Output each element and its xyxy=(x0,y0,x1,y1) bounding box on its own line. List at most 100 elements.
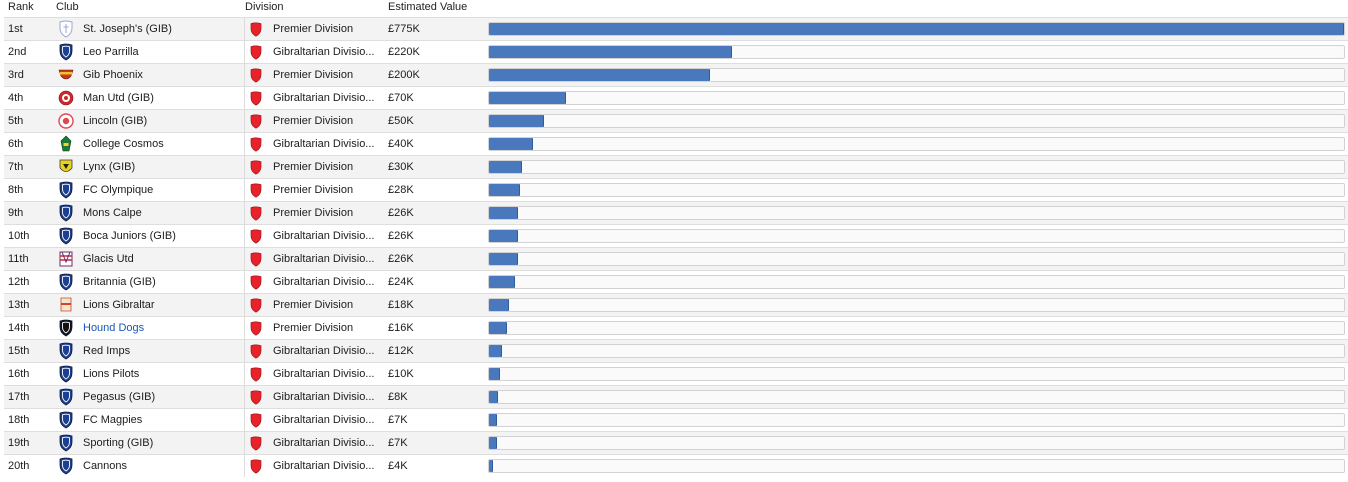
division-name-link[interactable]: Premier Division xyxy=(273,161,354,173)
club-name-link[interactable]: Glacis Utd xyxy=(83,253,134,265)
table-row[interactable]: 17th Pegasus (GIB) Gibraltarian Divisio...… xyxy=(4,385,1348,408)
club-name-link[interactable]: Gib Phoenix xyxy=(83,69,143,81)
table-row[interactable]: 16th Lions Pilots Gibraltarian Divisio... £… xyxy=(4,362,1348,385)
division-name-link[interactable]: Premier Division xyxy=(273,184,354,196)
table-row[interactable]: 4th Man Utd (GIB) Gibraltarian Divisio... £… xyxy=(4,86,1348,109)
club-name-link[interactable]: Lions Pilots xyxy=(83,368,140,380)
value-bar-fill xyxy=(489,414,497,426)
blue-shield-icon xyxy=(56,411,78,429)
red-shield-icon xyxy=(249,45,267,60)
value-bar-fill xyxy=(489,322,507,334)
division-name-link[interactable]: Gibraltarian Divisio... xyxy=(273,345,375,357)
red-shield-icon xyxy=(249,91,267,106)
club-name-link[interactable]: Cannons xyxy=(83,460,128,472)
division-name-link[interactable]: Gibraltarian Divisio... xyxy=(273,437,375,449)
glacis-crest-icon xyxy=(56,250,78,268)
red-shield-icon xyxy=(249,344,267,359)
value-bar-track xyxy=(488,206,1345,220)
value-bar-track xyxy=(488,367,1345,381)
column-divider xyxy=(244,294,245,316)
value-bar-track xyxy=(488,114,1345,128)
table-row[interactable]: 11th Glacis Utd Gibraltarian Divisio... £26… xyxy=(4,247,1348,270)
division-name-link[interactable]: Premier Division xyxy=(273,322,354,334)
table-row[interactable]: 18th FC Magpies Gibraltarian Divisio... £7K xyxy=(4,408,1348,431)
table-row[interactable]: 20th Cannons Gibraltarian Divisio... £4K xyxy=(4,454,1348,477)
rank-cell: 12th xyxy=(8,276,30,288)
table-row[interactable]: 15th Red Imps Gibraltarian Divisio... £12K xyxy=(4,339,1348,362)
table-row[interactable]: 19th Sporting (GIB) Gibraltarian Divisio..… xyxy=(4,431,1348,454)
column-divider xyxy=(244,386,245,408)
header-club[interactable]: Club xyxy=(56,1,79,13)
division-name-link[interactable]: Gibraltarian Divisio... xyxy=(273,391,375,403)
table-row[interactable]: 14th Hound Dogs Premier Division £16K xyxy=(4,316,1348,339)
club-name-link[interactable]: Red Imps xyxy=(83,345,131,357)
division-name-link[interactable]: Gibraltarian Divisio... xyxy=(273,138,375,150)
club-name-link[interactable]: Man Utd (GIB) xyxy=(83,92,154,104)
division-name-link[interactable]: Premier Division xyxy=(273,69,354,81)
black-shield-icon xyxy=(56,319,78,337)
blue-shield-icon xyxy=(56,434,78,452)
red-shield-icon xyxy=(249,298,267,313)
club-name-link[interactable]: Mons Calpe xyxy=(83,207,142,219)
red-shield-icon xyxy=(249,22,267,37)
division-name-link[interactable]: Gibraltarian Divisio... xyxy=(273,460,375,472)
value-bar-track xyxy=(488,413,1345,427)
header-rank[interactable]: Rank xyxy=(8,1,34,13)
division-name-link[interactable]: Premier Division xyxy=(273,115,354,127)
division-name-link[interactable]: Gibraltarian Divisio... xyxy=(273,253,375,265)
club-name-link[interactable]: Sporting (GIB) xyxy=(83,437,154,449)
value-bar-fill xyxy=(489,368,500,380)
club-name-link[interactable]: Hound Dogs xyxy=(83,322,145,334)
club-name-link[interactable]: Pegasus (GIB) xyxy=(83,391,156,403)
table-row[interactable]: 13th Lions Gibraltar Premier Division £18K xyxy=(4,293,1348,316)
column-divider xyxy=(244,271,245,293)
club-name-link[interactable]: Lincoln (GIB) xyxy=(83,115,148,127)
division-name-link[interactable]: Gibraltarian Divisio... xyxy=(273,46,375,58)
table-row[interactable]: 1st St. Joseph's (GIB) Premier Division £77… xyxy=(4,17,1348,40)
header-division[interactable]: Division xyxy=(245,1,284,13)
club-name-link[interactable]: FC Magpies xyxy=(83,414,143,426)
table-row[interactable]: 7th Lynx (GIB) Premier Division £30K xyxy=(4,155,1348,178)
division-name-link[interactable]: Premier Division xyxy=(273,299,354,311)
club-name-link[interactable]: College Cosmos xyxy=(83,138,164,150)
red-shield-icon xyxy=(249,367,267,382)
estimated-value: £7K xyxy=(388,414,408,426)
club-name-link[interactable]: Boca Juniors (GIB) xyxy=(83,230,176,242)
division-name-link[interactable]: Premier Division xyxy=(273,207,354,219)
estimated-value: £50K xyxy=(388,115,414,127)
table-row[interactable]: 2nd Leo Parrilla Gibraltarian Divisio... £2… xyxy=(4,40,1348,63)
division-name-link[interactable]: Premier Division xyxy=(273,23,354,35)
table-row[interactable]: 5th Lincoln (GIB) Premier Division £50K xyxy=(4,109,1348,132)
club-name-link[interactable]: Britannia (GIB) xyxy=(83,276,156,288)
header-estimated-value[interactable]: Estimated Value xyxy=(388,1,468,13)
value-bar-track xyxy=(488,45,1345,59)
estimated-value: £4K xyxy=(388,460,408,472)
value-bar-fill xyxy=(489,115,544,127)
value-bar-fill xyxy=(489,69,710,81)
club-name-link[interactable]: FC Olympique xyxy=(83,184,154,196)
red-shield-icon xyxy=(249,183,267,198)
division-name-link[interactable]: Gibraltarian Divisio... xyxy=(273,368,375,380)
division-name-link[interactable]: Gibraltarian Divisio... xyxy=(273,92,375,104)
column-divider xyxy=(244,317,245,339)
rank-cell: 11th xyxy=(8,253,29,265)
club-name-link[interactable]: Leo Parrilla xyxy=(83,46,139,58)
estimated-value: £26K xyxy=(388,253,414,265)
table-row[interactable]: 10th Boca Juniors (GIB) Gibraltarian Divis… xyxy=(4,224,1348,247)
club-name-link[interactable]: St. Joseph's (GIB) xyxy=(83,23,172,35)
red-shield-icon xyxy=(249,252,267,267)
division-name-link[interactable]: Gibraltarian Divisio... xyxy=(273,230,375,242)
club-name-link[interactable]: Lions Gibraltar xyxy=(83,299,155,311)
table-row[interactable]: 6th College Cosmos Gibraltarian Divisio...… xyxy=(4,132,1348,155)
rank-cell: 13th xyxy=(8,299,30,311)
table-row[interactable]: 12th Britannia (GIB) Gibraltarian Divisio.… xyxy=(4,270,1348,293)
division-name-link[interactable]: Gibraltarian Divisio... xyxy=(273,414,375,426)
value-bar-fill xyxy=(489,460,493,472)
rank-cell: 20th xyxy=(8,460,30,472)
club-name-link[interactable]: Lynx (GIB) xyxy=(83,161,136,173)
rank-cell: 15th xyxy=(8,345,30,357)
division-name-link[interactable]: Gibraltarian Divisio... xyxy=(273,276,375,288)
table-row[interactable]: 9th Mons Calpe Premier Division £26K xyxy=(4,201,1348,224)
table-row[interactable]: 3rd Gib Phoenix Premier Division £200K xyxy=(4,63,1348,86)
table-row[interactable]: 8th FC Olympique Premier Division £28K xyxy=(4,178,1348,201)
